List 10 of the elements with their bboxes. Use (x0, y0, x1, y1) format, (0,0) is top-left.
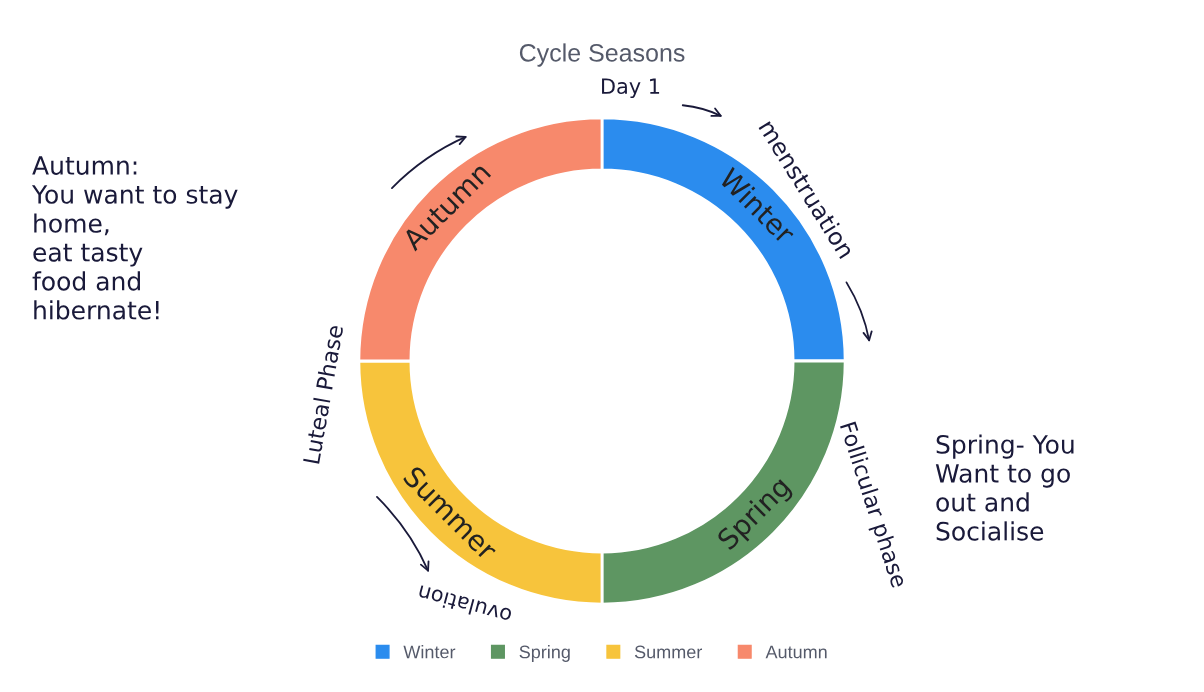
text: Spring- You Want to go out and Socialise (935, 434, 1074, 541)
text: Day 1 (602, 78, 660, 99)
text: ovulation (417, 585, 513, 625)
text: Autumn: You want to stay home, eat tasty food and hibernate! (31, 156, 238, 320)
text: Luteal Phase (302, 324, 344, 464)
legend-label: Autumn (765, 645, 827, 659)
legend-label: Winter (403, 645, 456, 659)
chart-title: Cycle Seasons (519, 43, 685, 67)
legend-label: Summer (634, 645, 703, 659)
legend-label: Spring (519, 645, 570, 662)
